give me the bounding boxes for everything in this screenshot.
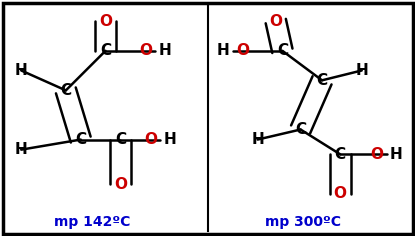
Text: O: O — [269, 14, 282, 29]
Text: O: O — [99, 14, 112, 29]
Text: O: O — [236, 43, 249, 58]
Text: H: H — [15, 63, 27, 78]
Text: mp 142ºC: mp 142ºC — [54, 214, 131, 228]
Text: H: H — [163, 132, 176, 147]
Text: H: H — [15, 142, 27, 157]
Text: C: C — [334, 147, 346, 162]
Text: C: C — [317, 73, 328, 88]
Text: O: O — [139, 43, 152, 58]
Text: H: H — [158, 43, 171, 58]
Text: C: C — [295, 122, 306, 137]
Text: O: O — [114, 177, 127, 191]
Text: C: C — [60, 83, 72, 98]
Text: O: O — [370, 147, 383, 162]
Text: H: H — [390, 147, 403, 162]
Text: O: O — [334, 187, 347, 201]
Text: C: C — [115, 132, 126, 147]
Text: O: O — [144, 132, 157, 147]
Text: H: H — [217, 43, 230, 58]
Text: H: H — [251, 132, 264, 147]
Text: C: C — [100, 43, 111, 58]
Text: mp 300ºC: mp 300ºC — [265, 214, 341, 228]
Text: H: H — [355, 63, 368, 78]
Text: C: C — [75, 132, 86, 147]
Text: C: C — [277, 43, 288, 58]
FancyBboxPatch shape — [3, 3, 413, 234]
